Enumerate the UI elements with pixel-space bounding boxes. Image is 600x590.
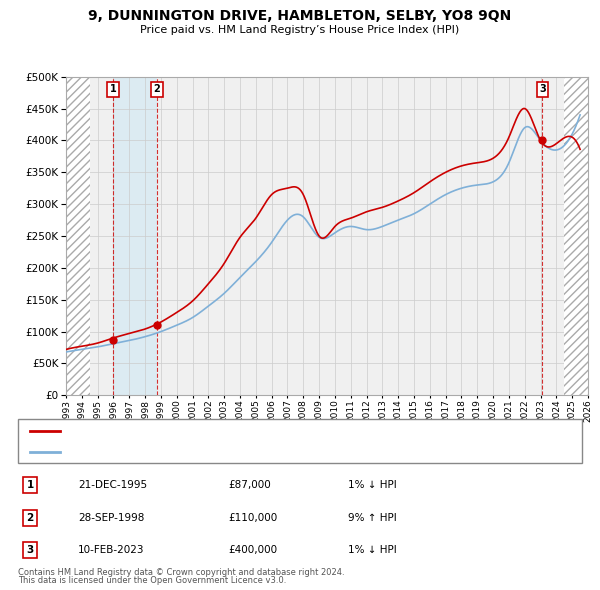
Text: This data is licensed under the Open Government Licence v3.0.: This data is licensed under the Open Gov… [18,576,286,585]
Text: 10-FEB-2023: 10-FEB-2023 [78,545,145,555]
Text: 1% ↓ HPI: 1% ↓ HPI [348,480,397,490]
Text: HPI: Average price, detached house, North Yorkshire: HPI: Average price, detached house, Nort… [66,447,322,457]
Text: 9, DUNNINGTON DRIVE, HAMBLETON, SELBY, YO8 9QN (detached house): 9, DUNNINGTON DRIVE, HAMBLETON, SELBY, Y… [66,427,422,436]
Bar [564,77,588,395]
Text: 9% ↑ HPI: 9% ↑ HPI [348,513,397,523]
Text: Contains HM Land Registry data © Crown copyright and database right 2024.: Contains HM Land Registry data © Crown c… [18,568,344,577]
Text: £400,000: £400,000 [228,545,277,555]
Text: 3: 3 [539,84,546,94]
Text: 1: 1 [26,480,34,490]
Text: 1% ↓ HPI: 1% ↓ HPI [348,545,397,555]
Text: £110,000: £110,000 [228,513,277,523]
Text: 1: 1 [110,84,116,94]
Text: 9, DUNNINGTON DRIVE, HAMBLETON, SELBY, YO8 9QN: 9, DUNNINGTON DRIVE, HAMBLETON, SELBY, Y… [88,9,512,23]
Text: 2: 2 [154,84,160,94]
Bar [113,77,157,395]
Text: 2: 2 [26,513,34,523]
Text: Price paid vs. HM Land Registry’s House Price Index (HPI): Price paid vs. HM Land Registry’s House … [140,25,460,35]
Text: 21-DEC-1995: 21-DEC-1995 [78,480,147,490]
Bar [66,77,90,395]
Text: 28-SEP-1998: 28-SEP-1998 [78,513,145,523]
Text: 3: 3 [26,545,34,555]
Text: £87,000: £87,000 [228,480,271,490]
